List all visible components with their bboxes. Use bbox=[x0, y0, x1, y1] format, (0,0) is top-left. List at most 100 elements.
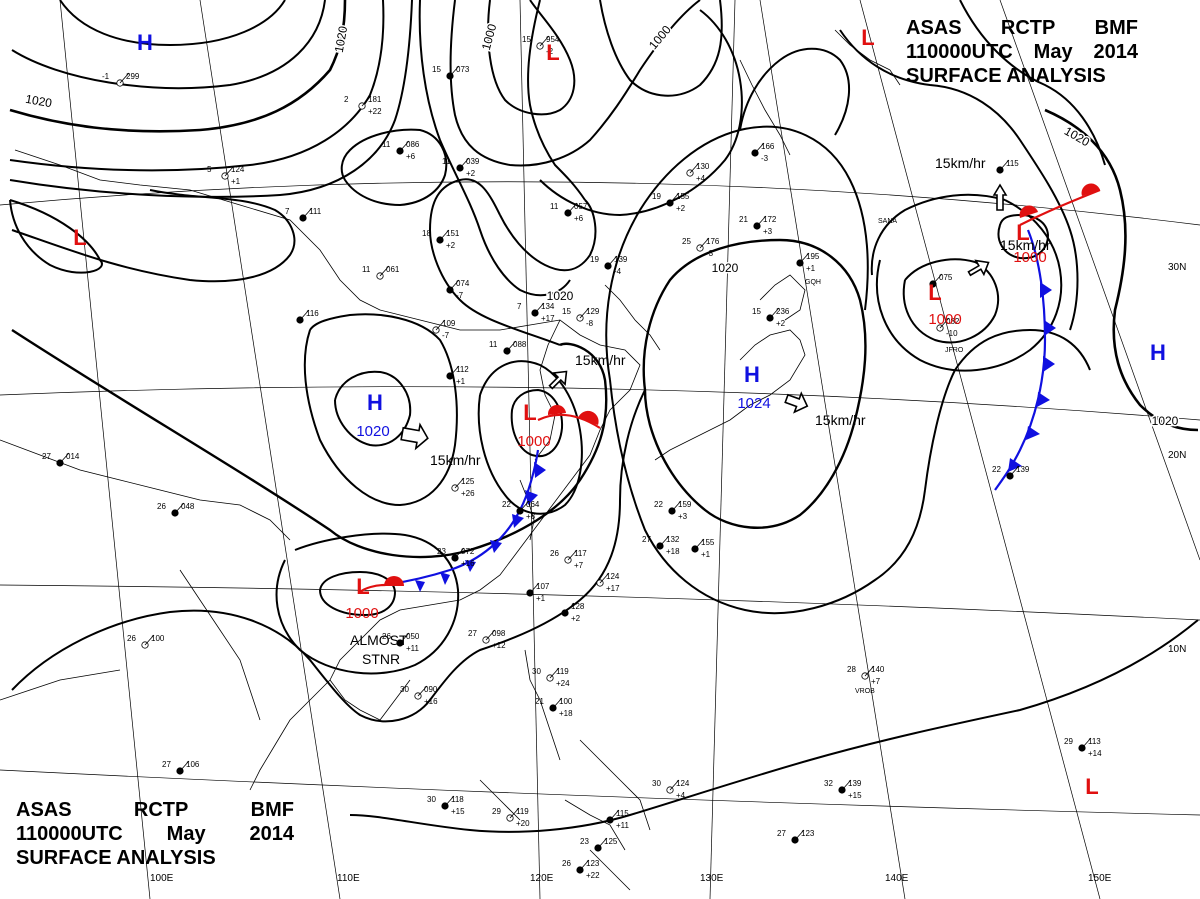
station-tendency: +1 bbox=[536, 594, 546, 603]
low-pressure-center: L bbox=[546, 40, 559, 65]
station-pressure: 134 bbox=[541, 302, 555, 311]
station-pressure: 073 bbox=[456, 65, 470, 74]
station-pressure: 115 bbox=[1006, 159, 1019, 168]
station-tendency: +18 bbox=[666, 547, 680, 556]
station-tendency: -7 bbox=[442, 331, 450, 340]
station-tendency: +6 bbox=[574, 214, 584, 223]
latitude-label: 10N bbox=[1168, 644, 1186, 655]
station-tendency: +15 bbox=[848, 791, 862, 800]
station-tendency: -4 bbox=[614, 267, 622, 276]
low-pressure-center: L bbox=[928, 280, 941, 305]
station-tendency: +15 bbox=[451, 807, 465, 816]
header-top: ASAS RCTP BMF 110000UTC May 2014 SURFACE… bbox=[906, 16, 1138, 88]
station-temperature: 27 bbox=[42, 452, 51, 461]
station-tendency: -10 bbox=[946, 329, 958, 338]
station-pressure: 123 bbox=[586, 859, 600, 868]
header-time-row: 110000UTC May 2014 bbox=[16, 822, 294, 846]
longitude-label: 120E bbox=[530, 873, 554, 884]
station-tendency: +2 bbox=[466, 169, 476, 178]
station-tendency: +8 bbox=[526, 512, 536, 521]
high-pressure-center: H bbox=[744, 362, 760, 387]
station-tendency: +2 bbox=[676, 204, 686, 213]
station-tendency: +16 bbox=[461, 559, 475, 568]
station-pressure: 115 bbox=[616, 809, 629, 818]
station-tendency: +2 bbox=[571, 614, 581, 623]
low-pressure-center: L bbox=[523, 400, 536, 425]
station-temperature: 11 bbox=[550, 202, 559, 211]
station-temperature: 29 bbox=[1064, 737, 1073, 746]
station-pressure: 155 bbox=[701, 538, 715, 547]
station-tendency: +17 bbox=[541, 314, 555, 323]
station-tendency: +3 bbox=[678, 512, 688, 521]
station-pressure: 107 bbox=[536, 582, 550, 591]
station-markers bbox=[56, 35, 1092, 874]
station-temperature: 30 bbox=[652, 779, 661, 788]
station-temperature: -1 bbox=[102, 72, 110, 81]
station-temperature: 2 bbox=[344, 95, 349, 104]
high-pressure-center: H bbox=[137, 30, 153, 55]
pressure-center-value: 1000 bbox=[345, 605, 378, 622]
station-pressure: 112 bbox=[456, 365, 469, 374]
station-pressure: 064 bbox=[526, 500, 540, 509]
station-pressure: 075 bbox=[939, 273, 953, 282]
station-tendency: +7 bbox=[574, 561, 584, 570]
longitude-label: 100E bbox=[150, 873, 174, 884]
station-temperature: 11 bbox=[442, 157, 451, 166]
station-pressure: 155 bbox=[676, 192, 690, 201]
station-temperature: 15 bbox=[432, 65, 441, 74]
analysis-month: May bbox=[166, 823, 206, 845]
station-pressure: 176 bbox=[706, 237, 720, 246]
analysis-month: May bbox=[1033, 41, 1073, 63]
pressure-center-value: 1000 bbox=[1013, 249, 1046, 266]
station-temperature: 5 bbox=[207, 165, 212, 174]
isobar-label: 1020 bbox=[712, 261, 739, 275]
front-symbols bbox=[384, 183, 1100, 592]
station-tendency: +16 bbox=[424, 697, 438, 706]
station-temperature: 29 bbox=[492, 807, 501, 816]
station-temperature: 27 bbox=[642, 535, 651, 544]
station-tendency: +6 bbox=[406, 152, 416, 161]
station-pressure: 236 bbox=[776, 307, 790, 316]
longitude-label: 110E bbox=[337, 873, 360, 884]
station-pressure: 116 bbox=[306, 309, 319, 318]
station-temperature: 28 bbox=[847, 665, 856, 674]
station-pressure: 088 bbox=[513, 340, 527, 349]
agency-code: RCTP bbox=[1000, 17, 1056, 39]
station-tendency: -7 bbox=[456, 291, 464, 300]
station-pressure: 123 bbox=[801, 829, 815, 838]
motion-labels: 15km/hr 15km/hr 15km/hr 15km/hr 15km/hr bbox=[430, 155, 1051, 468]
station-tendency: +26 bbox=[461, 489, 475, 498]
isobar-label: 1020 bbox=[332, 25, 350, 54]
station-pressure: 100 bbox=[559, 697, 573, 706]
station-tendency: +4 bbox=[696, 174, 706, 183]
station-pressure: 299 bbox=[126, 72, 140, 81]
low-pressure-center: L bbox=[73, 225, 86, 250]
motion-speed-label: 15km/hr bbox=[430, 452, 481, 468]
station-pressure: 139 bbox=[1016, 465, 1030, 474]
station-tendency: +4 bbox=[676, 791, 686, 800]
product-title: SURFACE ANALYSIS bbox=[906, 65, 1106, 87]
station-pressure: 181 bbox=[368, 95, 382, 104]
product-title: SURFACE ANALYSIS bbox=[16, 847, 216, 869]
station-pressure: 117 bbox=[574, 549, 587, 558]
low-pressure-center: L bbox=[1085, 774, 1098, 799]
header-agency-row: ASAS RCTP BMF bbox=[906, 16, 1138, 40]
station-tendency: +14 bbox=[1088, 749, 1102, 758]
station-temperature: 7 bbox=[517, 302, 522, 311]
station-temperature: 19 bbox=[652, 192, 661, 201]
station-pressure: 140 bbox=[871, 665, 885, 674]
station-pressure: 100 bbox=[151, 634, 165, 643]
station-pressure: 050 bbox=[406, 632, 420, 641]
station-tendency: +17 bbox=[606, 584, 620, 593]
low-pressure-center: L bbox=[861, 25, 874, 50]
station-temperature: 21 bbox=[535, 697, 544, 706]
station-tendency: +7 bbox=[871, 677, 881, 686]
station-pressure: 124 bbox=[606, 572, 620, 581]
pressure-center-value: 1000 bbox=[928, 311, 961, 328]
high-pressure-center: H bbox=[367, 390, 383, 415]
isobar-label: 1020 bbox=[1152, 414, 1179, 428]
